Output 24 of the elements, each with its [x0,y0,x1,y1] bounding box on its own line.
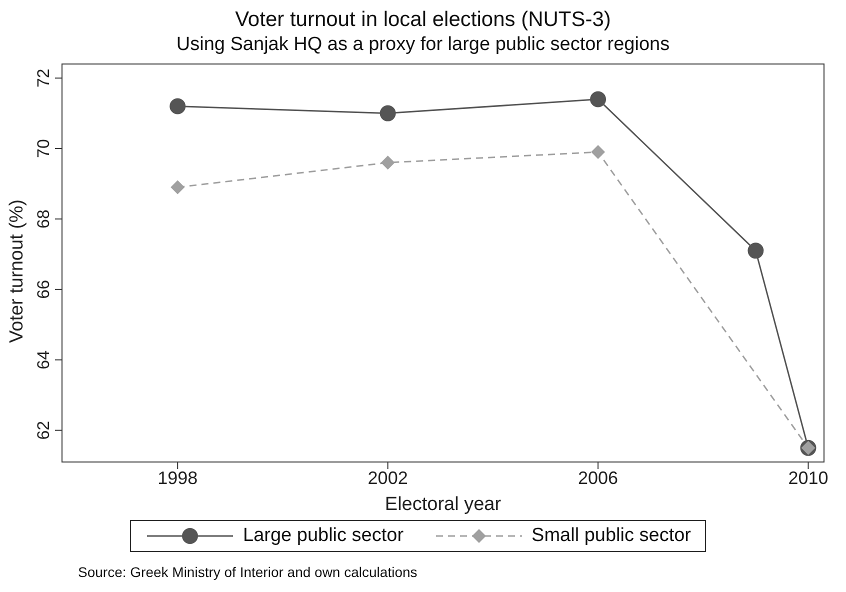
y-tick-label: 66 [34,280,53,299]
legend-label: Large public sector [243,525,404,547]
y-tick-label: 70 [34,139,53,158]
source-note: Source: Greek Ministry of Interior and own calculations [78,564,418,580]
chart-title: Voter turnout in local elections (NUTS-3) [234,8,612,32]
x-tick-label: 2002 [368,468,408,488]
x-tick-label: 1998 [158,468,198,488]
y-tick-label: 62 [34,420,53,440]
chart-subtitle: Using Sanjak HQ as a proxy for large public sector regions [175,34,671,56]
y-axis-title: Voter turnout (%) [6,199,28,343]
point [380,105,396,122]
point [591,145,606,160]
point [748,242,764,259]
x-tick-label: 2006 [578,468,618,488]
y-tick-label: 68 [34,210,53,228]
point [170,180,185,194]
point [170,98,186,114]
y-tick-label: 64 [34,350,53,370]
x-axis-title: Electoral year [384,494,502,515]
legend-label: Small public sector [532,525,691,547]
y-tick-label: 72 [34,68,53,88]
point [590,91,606,108]
x-tick-label: 2010 [788,468,828,488]
point [380,156,395,170]
